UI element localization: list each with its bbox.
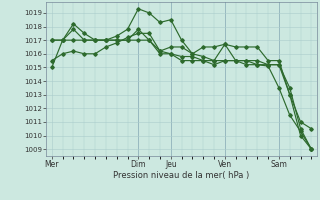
X-axis label: Pression niveau de la mer( hPa ): Pression niveau de la mer( hPa ) <box>114 171 250 180</box>
